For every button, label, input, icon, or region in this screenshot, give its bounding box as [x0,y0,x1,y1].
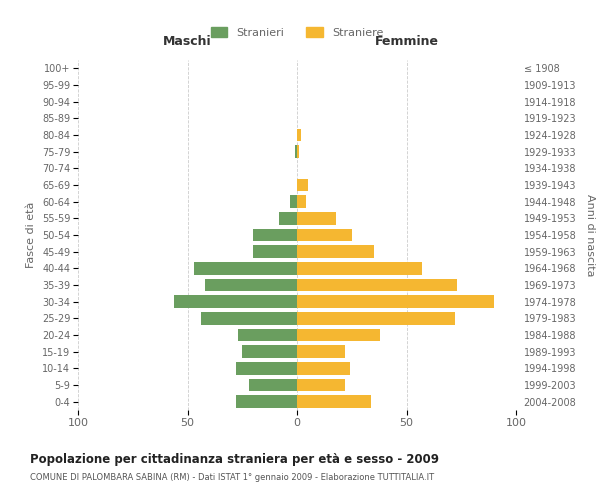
Bar [295,146,297,158]
Bar [242,346,297,358]
Bar [297,212,337,224]
Y-axis label: Anni di nascita: Anni di nascita [585,194,595,276]
Bar [297,262,422,274]
Bar [297,278,457,291]
Bar [175,296,297,308]
Bar [297,228,352,241]
Y-axis label: Fasce di età: Fasce di età [26,202,37,268]
Legend: Stranieri, Straniere: Stranieri, Straniere [208,24,386,41]
Text: COMUNE DI PALOMBARA SABINA (RM) - Dati ISTAT 1° gennaio 2009 - Elaborazione TUTT: COMUNE DI PALOMBARA SABINA (RM) - Dati I… [30,472,434,482]
Bar [205,278,297,291]
Bar [238,328,297,341]
Bar [297,362,350,374]
Bar [200,312,297,324]
Bar [290,196,297,208]
Bar [297,246,374,258]
Bar [236,362,297,374]
Bar [297,346,345,358]
Bar [253,228,297,241]
Bar [297,128,301,141]
Bar [297,196,306,208]
Bar [297,296,494,308]
Bar [297,396,371,408]
Bar [297,378,345,391]
Bar [249,378,297,391]
Bar [280,212,297,224]
Bar [297,312,455,324]
Text: Popolazione per cittadinanza straniera per età e sesso - 2009: Popolazione per cittadinanza straniera p… [30,452,439,466]
Bar [253,246,297,258]
Bar [194,262,297,274]
Text: Maschi: Maschi [163,36,212,49]
Bar [297,178,308,191]
Bar [297,146,299,158]
Bar [236,396,297,408]
Bar [297,328,380,341]
Text: Femmine: Femmine [374,36,439,49]
